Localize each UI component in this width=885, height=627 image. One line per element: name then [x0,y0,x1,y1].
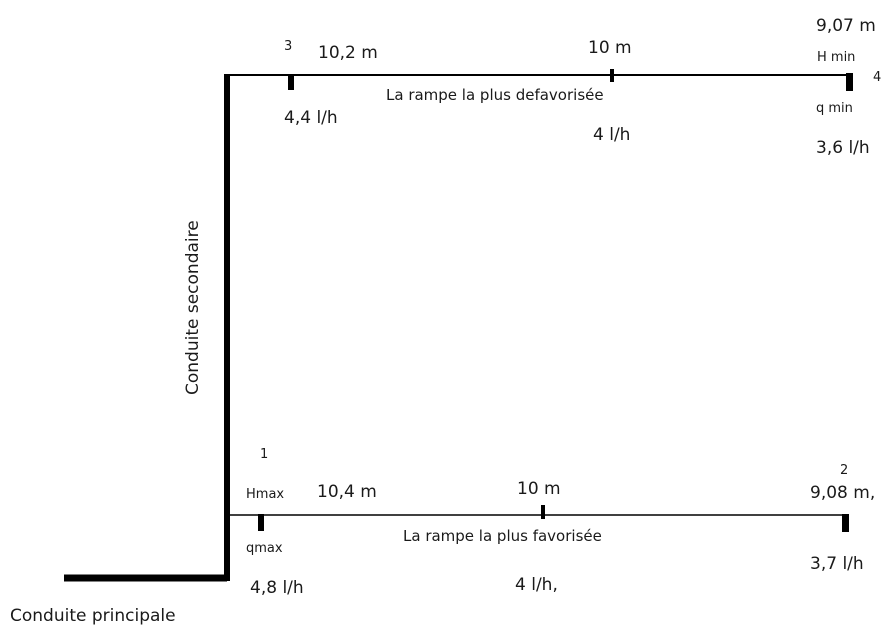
bottom-head-end: 9,08 m, [810,483,875,503]
secondary-pipe-label: Conduite secondaire [183,220,203,395]
top-ramp-label: La rampe la plus defavorisée [386,86,604,104]
emitter-bottom-mid [541,505,545,519]
top-flow-mid: 4 l/h [593,125,630,145]
bottom-head-start-tag: Hmax [246,487,284,502]
bottom-head-start: 10,4 m [317,482,377,502]
node-3-label: 3 [284,39,292,54]
top-flow-end: 3,6 l/h [816,138,870,158]
bottom-ramp-label: La rampe la plus favorisée [403,527,602,545]
emitter-node-3 [288,74,294,90]
top-head-mid: 10 m [588,38,632,58]
main-pipe-label: Conduite principale [10,606,176,626]
top-flow-end-tag: q min [816,101,853,116]
top-head-end: 9,07 m [816,16,876,36]
emitter-node-4 [846,73,853,91]
bottom-flow-start-tag: qmax [246,541,283,556]
bottom-flow-end: 3,7 l/h [810,554,864,574]
node-2-label: 2 [840,463,848,478]
top-head-start: 10,2 m [318,43,378,63]
emitter-node-2 [842,514,849,532]
bottom-flow-start: 4,8 l/h [250,578,304,598]
node-4-label: 4 [873,70,881,85]
bottom-flow-mid: 4 l/h, [515,575,558,595]
node-1-label: 1 [260,447,268,462]
bottom-head-mid: 10 m [517,479,561,499]
emitter-node-1 [258,514,264,531]
top-head-end-tag: H min [817,50,855,65]
emitter-top-mid [610,69,614,82]
top-flow-start: 4,4 l/h [284,108,338,128]
